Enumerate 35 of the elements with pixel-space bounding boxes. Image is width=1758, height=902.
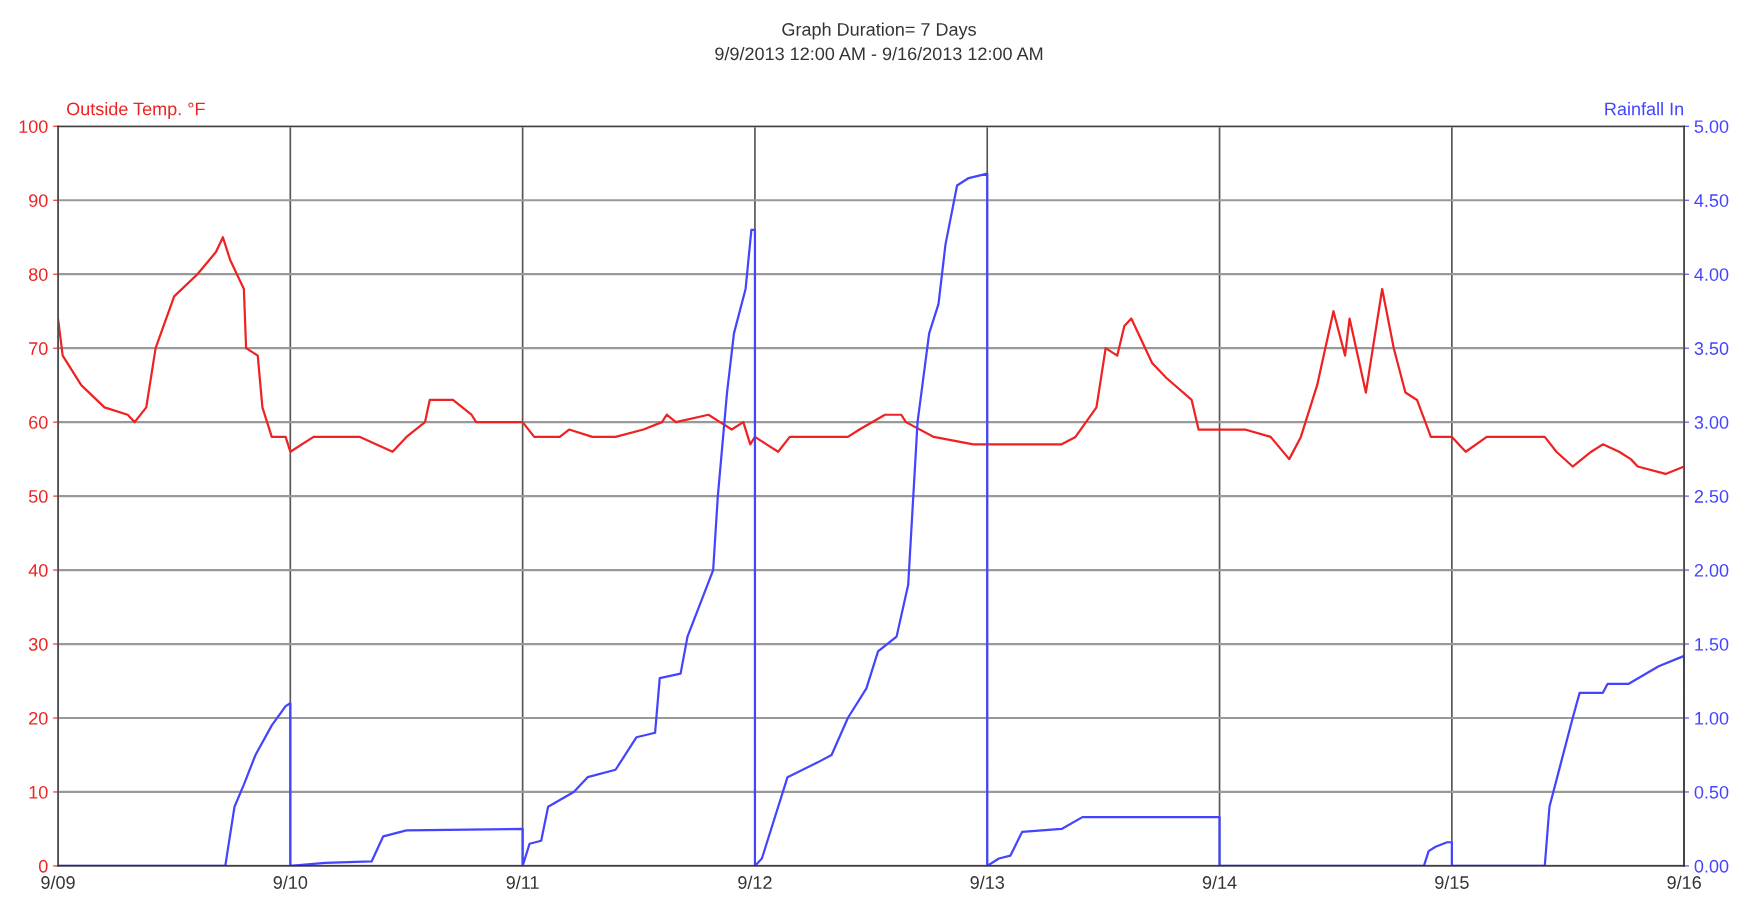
y-tick-label: 50	[28, 490, 48, 503]
y-tick-label: 30	[28, 637, 48, 651]
y-tick-label: 20	[29, 711, 48, 725]
y-tick-label: 100	[19, 120, 48, 133]
chart-subtitle: 9/9/2013 12:00 AM - 9/16/2013 12:00 AM	[715, 46, 1043, 61]
y2-tick-label: 5.00	[1694, 120, 1729, 133]
y-axis-title: Outside Temp. °F	[67, 102, 205, 119]
y-tick-label: 40	[28, 564, 48, 577]
y2-tick-label: 3.00	[1694, 416, 1729, 429]
y2-tick-label: 4.00	[1694, 268, 1729, 281]
y2-axis-title: Rainfall In	[1605, 102, 1683, 116]
chart-title: Graph Duration= 7 Days	[782, 22, 976, 40]
y-tick-label: 80	[28, 268, 48, 281]
y2-tick-label: 0.00	[1694, 859, 1729, 873]
line-series	[58, 236, 1685, 476]
x-tick-label: 9/16	[1667, 875, 1701, 889]
y2-tick-label: 3.50	[1694, 342, 1729, 355]
y2-tick-label: 0.50	[1694, 785, 1729, 799]
y2-tick-label: 1.00	[1695, 711, 1729, 725]
x-tick-label: 9/14	[1202, 875, 1237, 889]
y2-tick-label: 4.50	[1694, 194, 1729, 207]
x-tick-label: 9/15	[1435, 875, 1469, 889]
y-tick-label: 0	[38, 859, 48, 873]
y2-tick-label: 2.00	[1694, 564, 1729, 577]
y-tick-label: 60	[29, 416, 48, 429]
x-tick-label: 9/10	[273, 875, 308, 889]
y-tick-label: 90	[29, 194, 48, 207]
x-tick-label: 9/12	[738, 875, 772, 889]
y2-tick-label: 1.50	[1695, 637, 1729, 651]
y-tick-label: 70	[29, 342, 48, 355]
y2-tick-label: 2.50	[1694, 490, 1729, 503]
x-tick-label: 9/09	[41, 875, 75, 889]
x-tick-label: 9/13	[970, 875, 1005, 889]
y-tick-label: 10	[29, 785, 48, 799]
x-tick-label: 9/11	[506, 875, 539, 889]
